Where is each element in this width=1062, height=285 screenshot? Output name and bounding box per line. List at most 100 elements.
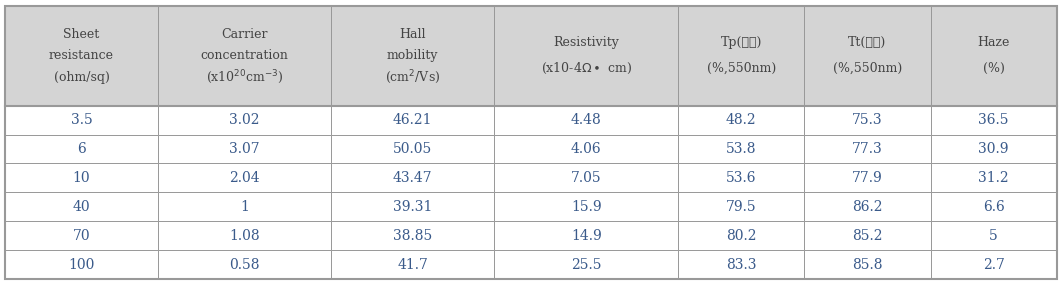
- Text: (ohm/sq): (ohm/sq): [53, 70, 109, 84]
- Text: 75.3: 75.3: [852, 113, 883, 127]
- Bar: [804, 192, 930, 221]
- Text: 25.5: 25.5: [571, 258, 601, 272]
- Bar: [5, 192, 158, 221]
- Text: 4.48: 4.48: [570, 113, 601, 127]
- Text: 100: 100: [68, 258, 95, 272]
- Bar: [804, 135, 930, 164]
- Bar: [930, 250, 1057, 279]
- Text: 85.2: 85.2: [852, 229, 883, 243]
- Bar: [158, 164, 331, 192]
- Text: 46.21: 46.21: [393, 113, 432, 127]
- Text: 39.31: 39.31: [393, 200, 432, 214]
- Bar: [679, 192, 804, 221]
- Text: 53.8: 53.8: [726, 142, 756, 156]
- Text: Haze: Haze: [977, 36, 1010, 49]
- Bar: [494, 164, 679, 192]
- Bar: [494, 135, 679, 164]
- Bar: [930, 135, 1057, 164]
- Bar: [5, 221, 158, 250]
- Bar: [5, 105, 158, 135]
- Bar: [804, 250, 930, 279]
- Bar: [494, 250, 679, 279]
- Bar: [158, 6, 331, 105]
- Bar: [679, 164, 804, 192]
- Bar: [494, 221, 679, 250]
- Bar: [930, 105, 1057, 135]
- Text: 70: 70: [72, 229, 90, 243]
- Text: (%,550nm): (%,550nm): [706, 62, 776, 75]
- Bar: [679, 105, 804, 135]
- Text: 6.6: 6.6: [982, 200, 1005, 214]
- Text: 41.7: 41.7: [397, 258, 428, 272]
- Bar: [930, 164, 1057, 192]
- Bar: [804, 164, 930, 192]
- Bar: [158, 192, 331, 221]
- Text: 80.2: 80.2: [726, 229, 756, 243]
- Bar: [5, 164, 158, 192]
- Text: Sheet: Sheet: [64, 28, 100, 41]
- Text: 2.7: 2.7: [982, 258, 1005, 272]
- Text: 30.9: 30.9: [978, 142, 1009, 156]
- Text: 1: 1: [240, 200, 249, 214]
- Bar: [331, 6, 494, 105]
- Text: Carrier: Carrier: [221, 28, 268, 41]
- Bar: [5, 250, 158, 279]
- Text: 6: 6: [78, 142, 86, 156]
- Bar: [331, 164, 494, 192]
- Text: 4.06: 4.06: [571, 142, 601, 156]
- Text: 3.02: 3.02: [229, 113, 260, 127]
- Text: 3.5: 3.5: [71, 113, 92, 127]
- Text: 3.07: 3.07: [229, 142, 260, 156]
- Text: (x10$^{20}$cm$^{-3}$): (x10$^{20}$cm$^{-3}$): [206, 68, 284, 86]
- Text: 48.2: 48.2: [726, 113, 756, 127]
- Text: 79.5: 79.5: [726, 200, 756, 214]
- Bar: [158, 105, 331, 135]
- Text: 43.47: 43.47: [393, 171, 432, 185]
- Bar: [679, 135, 804, 164]
- Text: 1.08: 1.08: [229, 229, 260, 243]
- Bar: [494, 192, 679, 221]
- Text: 86.2: 86.2: [852, 200, 883, 214]
- Text: 2.04: 2.04: [229, 171, 260, 185]
- Text: 40: 40: [72, 200, 90, 214]
- Text: 77.9: 77.9: [852, 171, 883, 185]
- Text: resistance: resistance: [49, 49, 114, 62]
- Text: (cm$^{2}$/Vs): (cm$^{2}$/Vs): [386, 68, 441, 86]
- Text: 15.9: 15.9: [571, 200, 601, 214]
- Text: 77.3: 77.3: [852, 142, 883, 156]
- Bar: [494, 6, 679, 105]
- Bar: [5, 6, 158, 105]
- Bar: [679, 250, 804, 279]
- Bar: [679, 6, 804, 105]
- Text: (%,550nm): (%,550nm): [833, 62, 902, 75]
- Text: mobility: mobility: [387, 49, 439, 62]
- Text: 5: 5: [989, 229, 998, 243]
- Text: 14.9: 14.9: [570, 229, 601, 243]
- Bar: [331, 221, 494, 250]
- Text: 83.3: 83.3: [726, 258, 756, 272]
- Text: Tt(전체): Tt(전체): [849, 36, 887, 49]
- Bar: [494, 105, 679, 135]
- Bar: [930, 192, 1057, 221]
- Text: 0.58: 0.58: [229, 258, 260, 272]
- Bar: [679, 221, 804, 250]
- Text: Hall: Hall: [399, 28, 426, 41]
- Text: Resistivity: Resistivity: [553, 36, 619, 49]
- Text: 36.5: 36.5: [978, 113, 1009, 127]
- Bar: [331, 105, 494, 135]
- Text: (%): (%): [982, 62, 1005, 75]
- Text: 85.8: 85.8: [852, 258, 883, 272]
- Bar: [930, 6, 1057, 105]
- Bar: [331, 250, 494, 279]
- Bar: [158, 135, 331, 164]
- Text: 50.05: 50.05: [393, 142, 432, 156]
- Bar: [930, 221, 1057, 250]
- Text: 7.05: 7.05: [571, 171, 601, 185]
- Text: 10: 10: [72, 171, 90, 185]
- Text: 31.2: 31.2: [978, 171, 1009, 185]
- Bar: [158, 250, 331, 279]
- Bar: [804, 105, 930, 135]
- Bar: [331, 192, 494, 221]
- Bar: [5, 135, 158, 164]
- Text: (x10-4$\Omega\bullet$ cm): (x10-4$\Omega\bullet$ cm): [541, 61, 632, 76]
